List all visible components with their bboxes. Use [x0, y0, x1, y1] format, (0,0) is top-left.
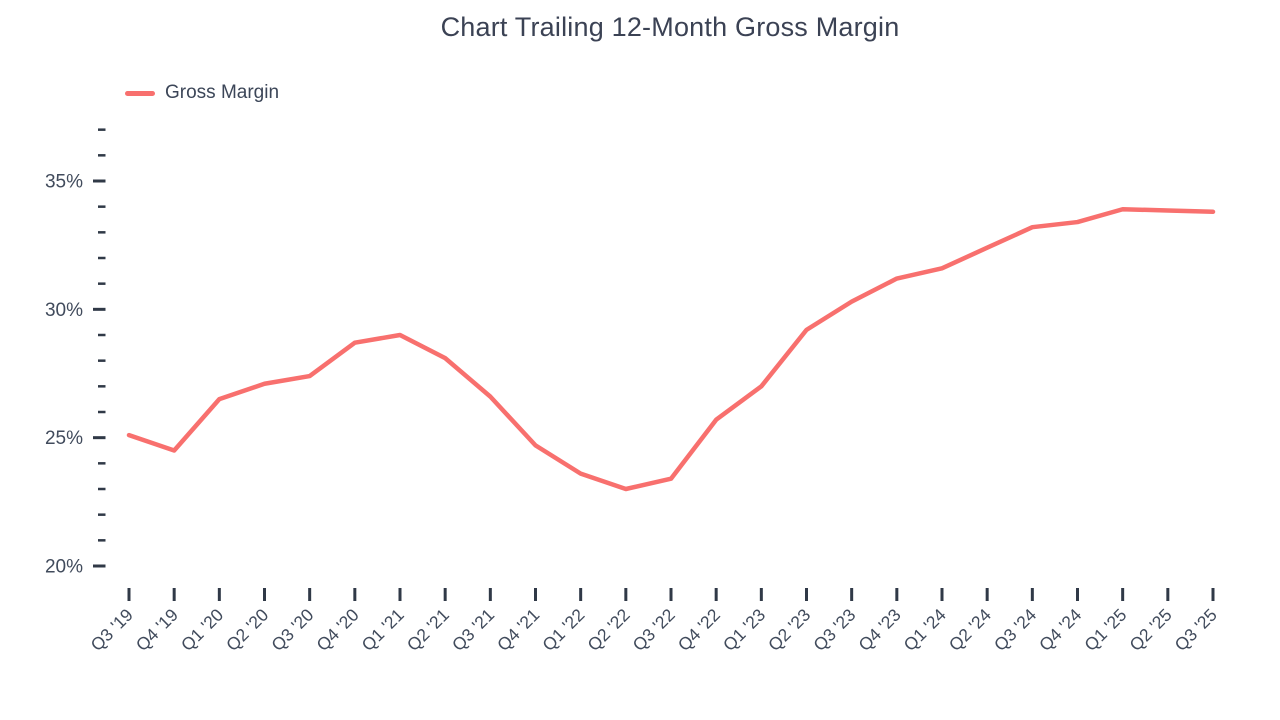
- x-axis-label: Q4 '24: [1035, 604, 1085, 654]
- x-axis-label: Q1 '22: [538, 605, 588, 655]
- y-axis-label: 25%: [45, 428, 83, 449]
- x-axis-label: Q4 '22: [674, 605, 724, 655]
- y-axis-label: 20%: [45, 557, 83, 578]
- x-axis-label: Q2 '21: [403, 605, 453, 655]
- x-axis-label: Q1 '20: [177, 604, 227, 654]
- x-axis-label: Q2 '22: [583, 605, 633, 655]
- legend-item-gross-margin[interactable]: Gross Margin: [125, 82, 279, 104]
- legend-label: Gross Margin: [165, 82, 280, 103]
- x-axis-label: Q2 '24: [945, 604, 995, 654]
- x-axis-label: Q2 '23: [764, 605, 814, 655]
- x-axis-label: Q4 '19: [132, 605, 182, 655]
- y-axis-label: 30%: [45, 300, 83, 321]
- x-axis-label: Q1 '24: [900, 604, 950, 654]
- y-axis-label: 35%: [45, 172, 83, 193]
- x-axis-label: Q3 '21: [448, 605, 498, 655]
- x-axis-label: Q4 '23: [854, 605, 904, 655]
- x-axis-label: Q2 '25: [1125, 605, 1175, 655]
- x-axis-label: Q4 '21: [493, 605, 543, 655]
- x-axis-label: Q2 '20: [222, 604, 272, 654]
- chart-title: Chart Trailing 12-Month Gross Margin: [440, 12, 900, 42]
- x-axis-label: Q3 '22: [629, 605, 679, 655]
- x-axis-label: Q3 '20: [267, 604, 317, 654]
- gross-margin-line: [126, 206, 1216, 492]
- x-axis-label: Q3 '24: [990, 604, 1040, 654]
- x-axis-label: Q3 '19: [87, 605, 137, 655]
- x-axis-label: Q1 '21: [358, 605, 408, 655]
- legend-line-swatch-icon: [125, 90, 155, 96]
- x-axis-label: Q1 '25: [1080, 605, 1130, 655]
- x-axis-label: Q4 '20: [312, 604, 362, 654]
- x-axis-label: Q1 '23: [719, 605, 769, 655]
- x-axis-label: Q3 '25: [1171, 605, 1221, 655]
- x-axis-label: Q3 '23: [809, 605, 859, 655]
